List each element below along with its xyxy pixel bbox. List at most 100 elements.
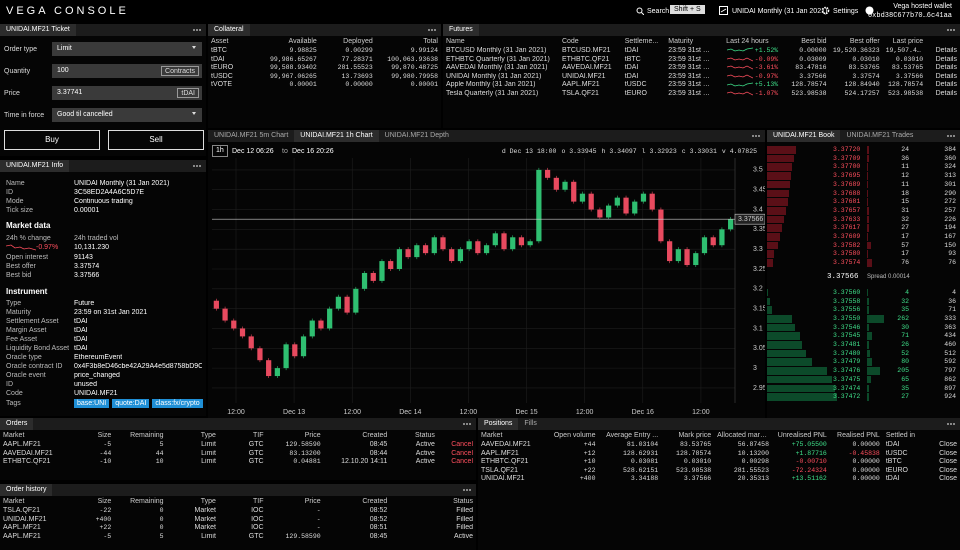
book-volume: 24 (901, 146, 909, 153)
buy-button[interactable]: Buy (4, 130, 100, 150)
tab[interactable]: UNIDAI.MF21 Depth (384, 132, 449, 139)
candle (283, 344, 289, 369)
tab[interactable]: Futures (443, 24, 479, 36)
depth-bar (767, 358, 812, 367)
tab[interactable]: UNIDAI.MF21 Info (0, 160, 70, 172)
cell: 3.37574 (852, 72, 880, 80)
candle (440, 237, 446, 250)
field-input[interactable]: Limit (52, 42, 202, 56)
cell: 524.17257 (844, 89, 880, 97)
cell: -72.24324 (791, 466, 827, 474)
details-link[interactable]: Details (935, 89, 957, 97)
volume-bar (867, 393, 869, 401)
header-row: Asset Available Deployed Total (208, 36, 441, 47)
details-link[interactable]: Details (935, 81, 957, 89)
tab[interactable]: UNIDAI.MF21 Ticket (0, 24, 76, 36)
column-header: Type (200, 432, 216, 439)
tab[interactable]: UNIDAI.MF21 Book (767, 130, 841, 142)
cell[interactable]: Close (939, 449, 957, 457)
details-link[interactable]: Details (935, 47, 957, 54)
cell: GTC (248, 458, 264, 466)
x-tick-label: Dec 13 (283, 409, 305, 416)
cell[interactable]: Cancel (451, 449, 473, 457)
candle (728, 219, 734, 230)
tab[interactable]: Collateral (208, 24, 250, 36)
chart-panel: UNIDAI.MF21 5m Chart UNIDAI.MF21 1h Chart… (208, 130, 765, 418)
column-header: Mark price (678, 432, 712, 439)
book-cumulative: 290 (944, 189, 956, 197)
info-label: Type (6, 300, 22, 307)
cell: AAVEDAI Monthly (31 Jan 2021) (446, 64, 548, 72)
cell: 83.53765 (891, 64, 924, 72)
sell-button[interactable]: Sell (108, 130, 204, 150)
cell: tDAI (885, 441, 900, 448)
cell[interactable]: Cancel (451, 458, 473, 466)
details-link[interactable]: Details (935, 55, 957, 63)
row: tEURO 99,588.93402 281.55523 99,870.48725 (208, 64, 441, 73)
menu[interactable] (950, 135, 952, 137)
settings[interactable]: Settings (833, 8, 859, 15)
menu[interactable] (466, 489, 468, 491)
candle (457, 249, 464, 262)
menu[interactable] (950, 423, 952, 425)
menu[interactable] (196, 29, 198, 31)
book-cumulative: 324 (944, 163, 956, 171)
menu[interactable] (950, 29, 952, 31)
wallet[interactable]: 0xbd38C677b70…6c41aa (867, 12, 952, 20)
book-price: 3.37688 (833, 189, 861, 197)
book-volume: 36 (901, 154, 909, 162)
cell: 5 (159, 532, 164, 540)
tab[interactable]: UNIDAI.MF21 1h Chart (294, 130, 379, 142)
cell: 20.35313 (737, 475, 769, 483)
cell[interactable]: Close (939, 441, 957, 448)
details-link[interactable]: Details (935, 64, 957, 72)
book-volume: 11 (901, 163, 909, 171)
menu[interactable] (431, 29, 433, 31)
details-link[interactable]: Details (935, 72, 957, 80)
depth-bar (767, 206, 787, 215)
tab[interactable]: Order history (0, 484, 53, 496)
cell[interactable]: Close (939, 458, 957, 466)
y-tick-label: 3.2 (753, 286, 763, 293)
field-input[interactable]: Good til cancelled (52, 108, 202, 122)
menu[interactable] (755, 135, 757, 137)
cell: Limit (201, 441, 216, 448)
search[interactable]: Search (647, 8, 670, 15)
cell[interactable]: Close (939, 466, 957, 474)
info-value: tDAI (74, 318, 88, 325)
volume-bar (867, 233, 869, 241)
cell: 0 (159, 507, 164, 514)
tab-bar: Positions Fills (478, 418, 960, 430)
book-price: 3.37479 (833, 358, 861, 366)
menu[interactable] (196, 165, 198, 167)
interval[interactable]: 1h (212, 145, 228, 157)
column-header (438, 430, 476, 441)
tab[interactable]: UNIDAI.MF21 5m Chart (214, 132, 289, 139)
depth-bar (767, 341, 802, 349)
tab-bar: Futures (443, 24, 960, 36)
tab[interactable]: Fills (524, 420, 537, 427)
candle (693, 253, 699, 266)
candle (675, 249, 681, 262)
cell[interactable]: Close (939, 475, 957, 483)
row: ETHBTC.QF21 +10 0.03081 0.03010 0.00298 -0.00… (478, 458, 960, 467)
market-select[interactable]: UNIDAI Monthly (31 Jan 2021) (732, 8, 828, 15)
info-label: Settlement Asset (6, 318, 59, 325)
cell: tDAI (624, 47, 639, 54)
field-input[interactable]: 100 Contracts (52, 64, 202, 78)
ohlc: d Dec 13 18:00 o 3.33945 h 3.34097 l 3.3292… (497, 148, 757, 155)
row: AAVEDAI.MF21 +44 81.03104 83.53765 56.87458 +… (478, 441, 960, 450)
cell: Market (194, 524, 216, 532)
cell: tUSDC (211, 72, 233, 80)
tab[interactable]: UNIDAI.MF21 Trades (846, 132, 914, 139)
tab[interactable]: Orders (0, 418, 34, 430)
cell: 128.78574 (888, 81, 924, 89)
menu[interactable] (466, 423, 468, 425)
cell: 12.10.20 14:11 (341, 458, 388, 466)
cell: Market (194, 507, 216, 514)
book-price: 3.37617 (833, 224, 861, 232)
row: AAPL.MF21 -5 5 Limit GTC 129.58590 08:45 Active (0, 533, 476, 542)
cell[interactable]: Cancel (451, 441, 473, 448)
field-input[interactable]: 3.37741 tDAI (52, 86, 202, 100)
tab[interactable]: Positions (478, 418, 519, 430)
